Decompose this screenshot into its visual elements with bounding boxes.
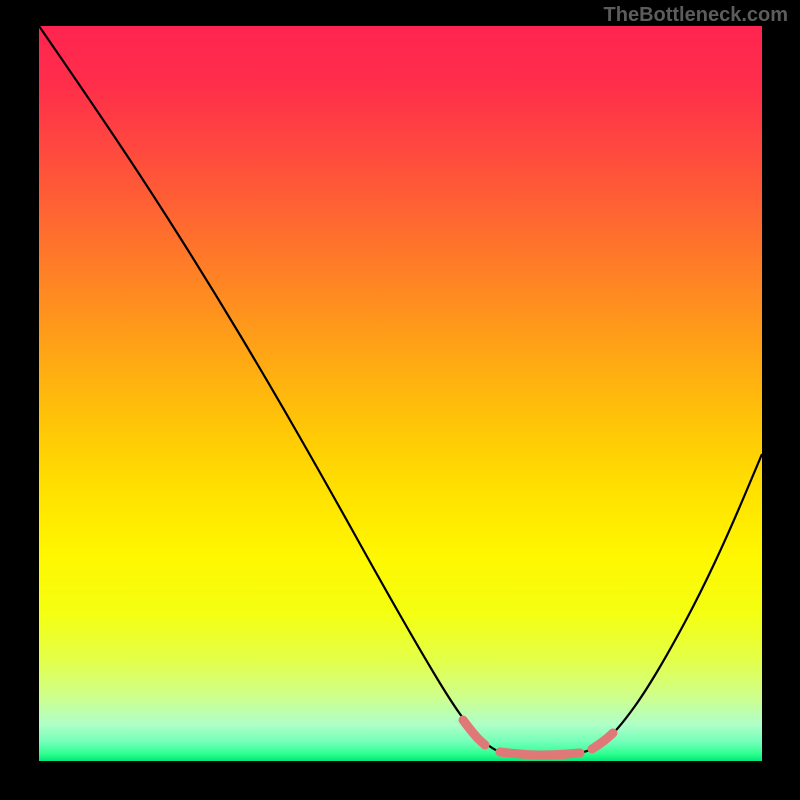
flat-segment xyxy=(500,752,580,755)
attribution-text: TheBottleneck.com xyxy=(604,4,788,27)
plot-background xyxy=(39,26,762,761)
chart-svg xyxy=(0,0,800,800)
